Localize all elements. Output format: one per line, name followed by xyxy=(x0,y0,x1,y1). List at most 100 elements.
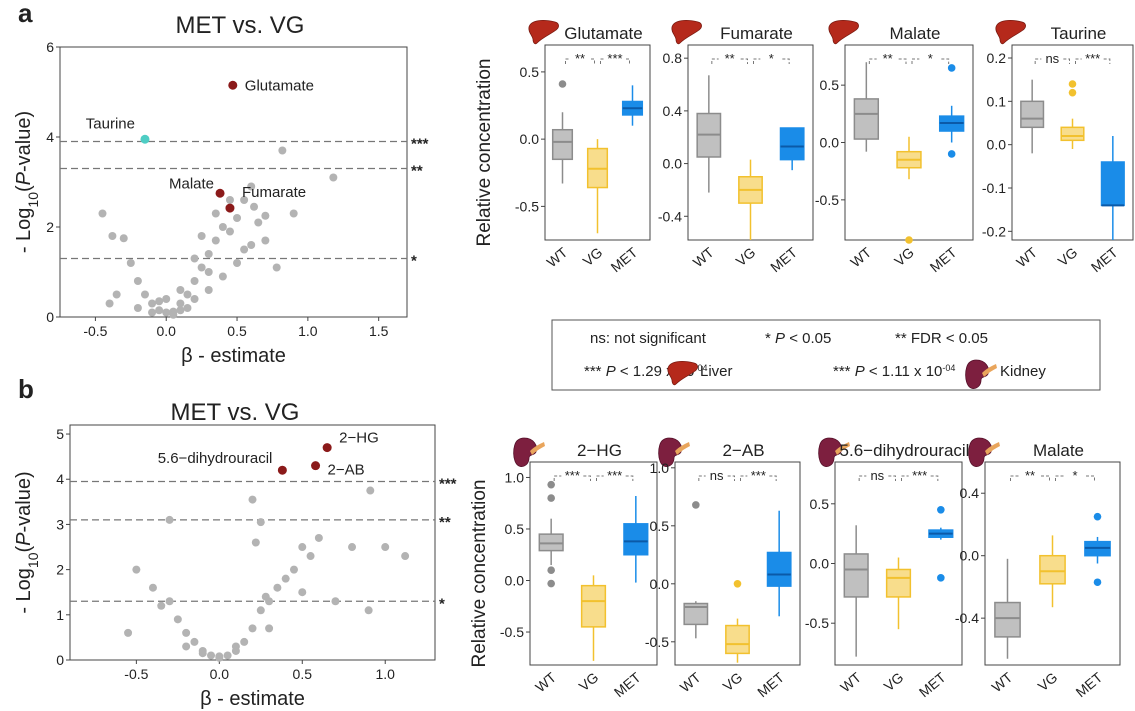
y-tick-label: -0.5 xyxy=(805,615,829,631)
bracket xyxy=(901,475,939,481)
bracket xyxy=(1075,58,1111,64)
plot-frame xyxy=(59,46,408,318)
background-point xyxy=(261,236,270,245)
x-tick-label: 1.5 xyxy=(369,323,389,339)
background-point xyxy=(240,637,249,646)
plot-frame xyxy=(674,461,801,666)
box xyxy=(1039,554,1066,585)
x-tick-label: MET xyxy=(1088,244,1121,276)
background-point xyxy=(148,308,157,317)
bracket xyxy=(600,58,630,64)
box xyxy=(766,551,792,587)
x-tick-label: MET xyxy=(1072,669,1105,701)
text-part: - Log xyxy=(13,208,35,254)
x-tick-label: 1.0 xyxy=(298,323,318,339)
x-tick-label: -0.5 xyxy=(83,323,107,339)
background-point xyxy=(254,218,263,227)
y-tick-label: 0.1 xyxy=(987,93,1007,109)
background-point xyxy=(381,543,390,552)
background-point xyxy=(204,286,213,294)
panel-label: b xyxy=(18,374,34,404)
y-tick-label: 0 xyxy=(56,652,64,668)
y-axis-label: Relative concentration xyxy=(474,59,495,247)
background-point xyxy=(218,272,227,281)
x-tick-label: MET xyxy=(607,244,640,276)
box xyxy=(1100,161,1125,207)
x-tick-label: VG xyxy=(881,669,907,694)
text-part: Liver xyxy=(700,363,733,380)
background-point xyxy=(329,173,338,182)
y-tick-label: -0.4 xyxy=(955,610,979,626)
plot-frame xyxy=(984,461,1121,666)
background-point xyxy=(223,651,232,660)
significance-label: ns xyxy=(710,468,724,483)
x-tick-label: WT xyxy=(847,244,874,271)
background-point xyxy=(182,642,191,651)
text-part: -value) xyxy=(13,471,35,532)
box xyxy=(779,127,805,161)
text-part: ( xyxy=(13,545,35,552)
y-tick-label: -0.5 xyxy=(515,198,539,214)
text-part: P xyxy=(606,363,616,380)
liver-shape xyxy=(828,20,859,45)
box xyxy=(843,553,869,598)
x-tick-label: VG xyxy=(720,669,746,694)
background-point xyxy=(240,245,249,254)
plot-frame xyxy=(544,44,651,241)
background-point xyxy=(155,306,164,315)
outlier xyxy=(1068,88,1077,97)
significance-label: *** xyxy=(565,468,580,483)
outlier xyxy=(558,80,567,88)
background-point xyxy=(265,624,274,633)
point-label: Fumarate xyxy=(242,184,306,201)
y-tick-label: 0.0 xyxy=(650,576,670,592)
highlight-point xyxy=(225,203,235,213)
background-point xyxy=(204,250,213,258)
background-point xyxy=(306,552,315,561)
box xyxy=(725,624,750,655)
x-tick-label: 0.5 xyxy=(293,666,313,682)
kidney-ureter xyxy=(982,364,997,377)
y-tick-label: 5 xyxy=(56,426,64,442)
text-part: *** xyxy=(833,363,855,380)
outlier xyxy=(1093,578,1102,587)
y-tick-label: 0.2 xyxy=(987,50,1007,66)
background-point xyxy=(190,277,199,285)
background-point xyxy=(148,299,157,308)
text-part: < 0.05 xyxy=(785,330,831,347)
text-part: * xyxy=(765,330,775,347)
outlier xyxy=(937,505,945,514)
background-point xyxy=(169,310,178,319)
point-label: Taurine xyxy=(86,115,135,132)
background-point xyxy=(140,290,149,299)
significance-label: * xyxy=(1072,468,1077,483)
significance-label: *** xyxy=(1085,51,1100,66)
background-point xyxy=(204,268,213,276)
bracket xyxy=(596,475,634,481)
liver-icon xyxy=(995,20,1026,45)
point-label: 2−HG xyxy=(339,430,379,447)
background-point xyxy=(173,615,182,624)
y-tick-label: 2 xyxy=(56,562,64,578)
chart-title: 2−AB xyxy=(722,441,764,460)
outlier xyxy=(947,64,956,72)
legend-item: *** P < 1.11 x 10-04 xyxy=(833,363,955,380)
point-label: Malate xyxy=(169,175,214,192)
background-point xyxy=(248,624,257,633)
bracket xyxy=(911,58,950,64)
kidney-ureter xyxy=(675,442,690,455)
bracket xyxy=(711,58,748,64)
significance-label: * xyxy=(769,51,774,66)
background-point xyxy=(256,606,265,615)
y-tick-label: 0.0 xyxy=(987,137,1007,153)
x-tick-label: VG xyxy=(733,244,759,269)
background-point xyxy=(298,588,307,597)
kidney-icon xyxy=(965,359,997,389)
background-point xyxy=(225,227,234,236)
y-tick-label: -0.1 xyxy=(982,180,1006,196)
background-point xyxy=(256,518,265,527)
y-tick-label: 0.5 xyxy=(520,64,540,80)
significance-label: ** xyxy=(725,51,735,66)
outlier xyxy=(947,150,956,158)
bracket xyxy=(553,475,591,481)
